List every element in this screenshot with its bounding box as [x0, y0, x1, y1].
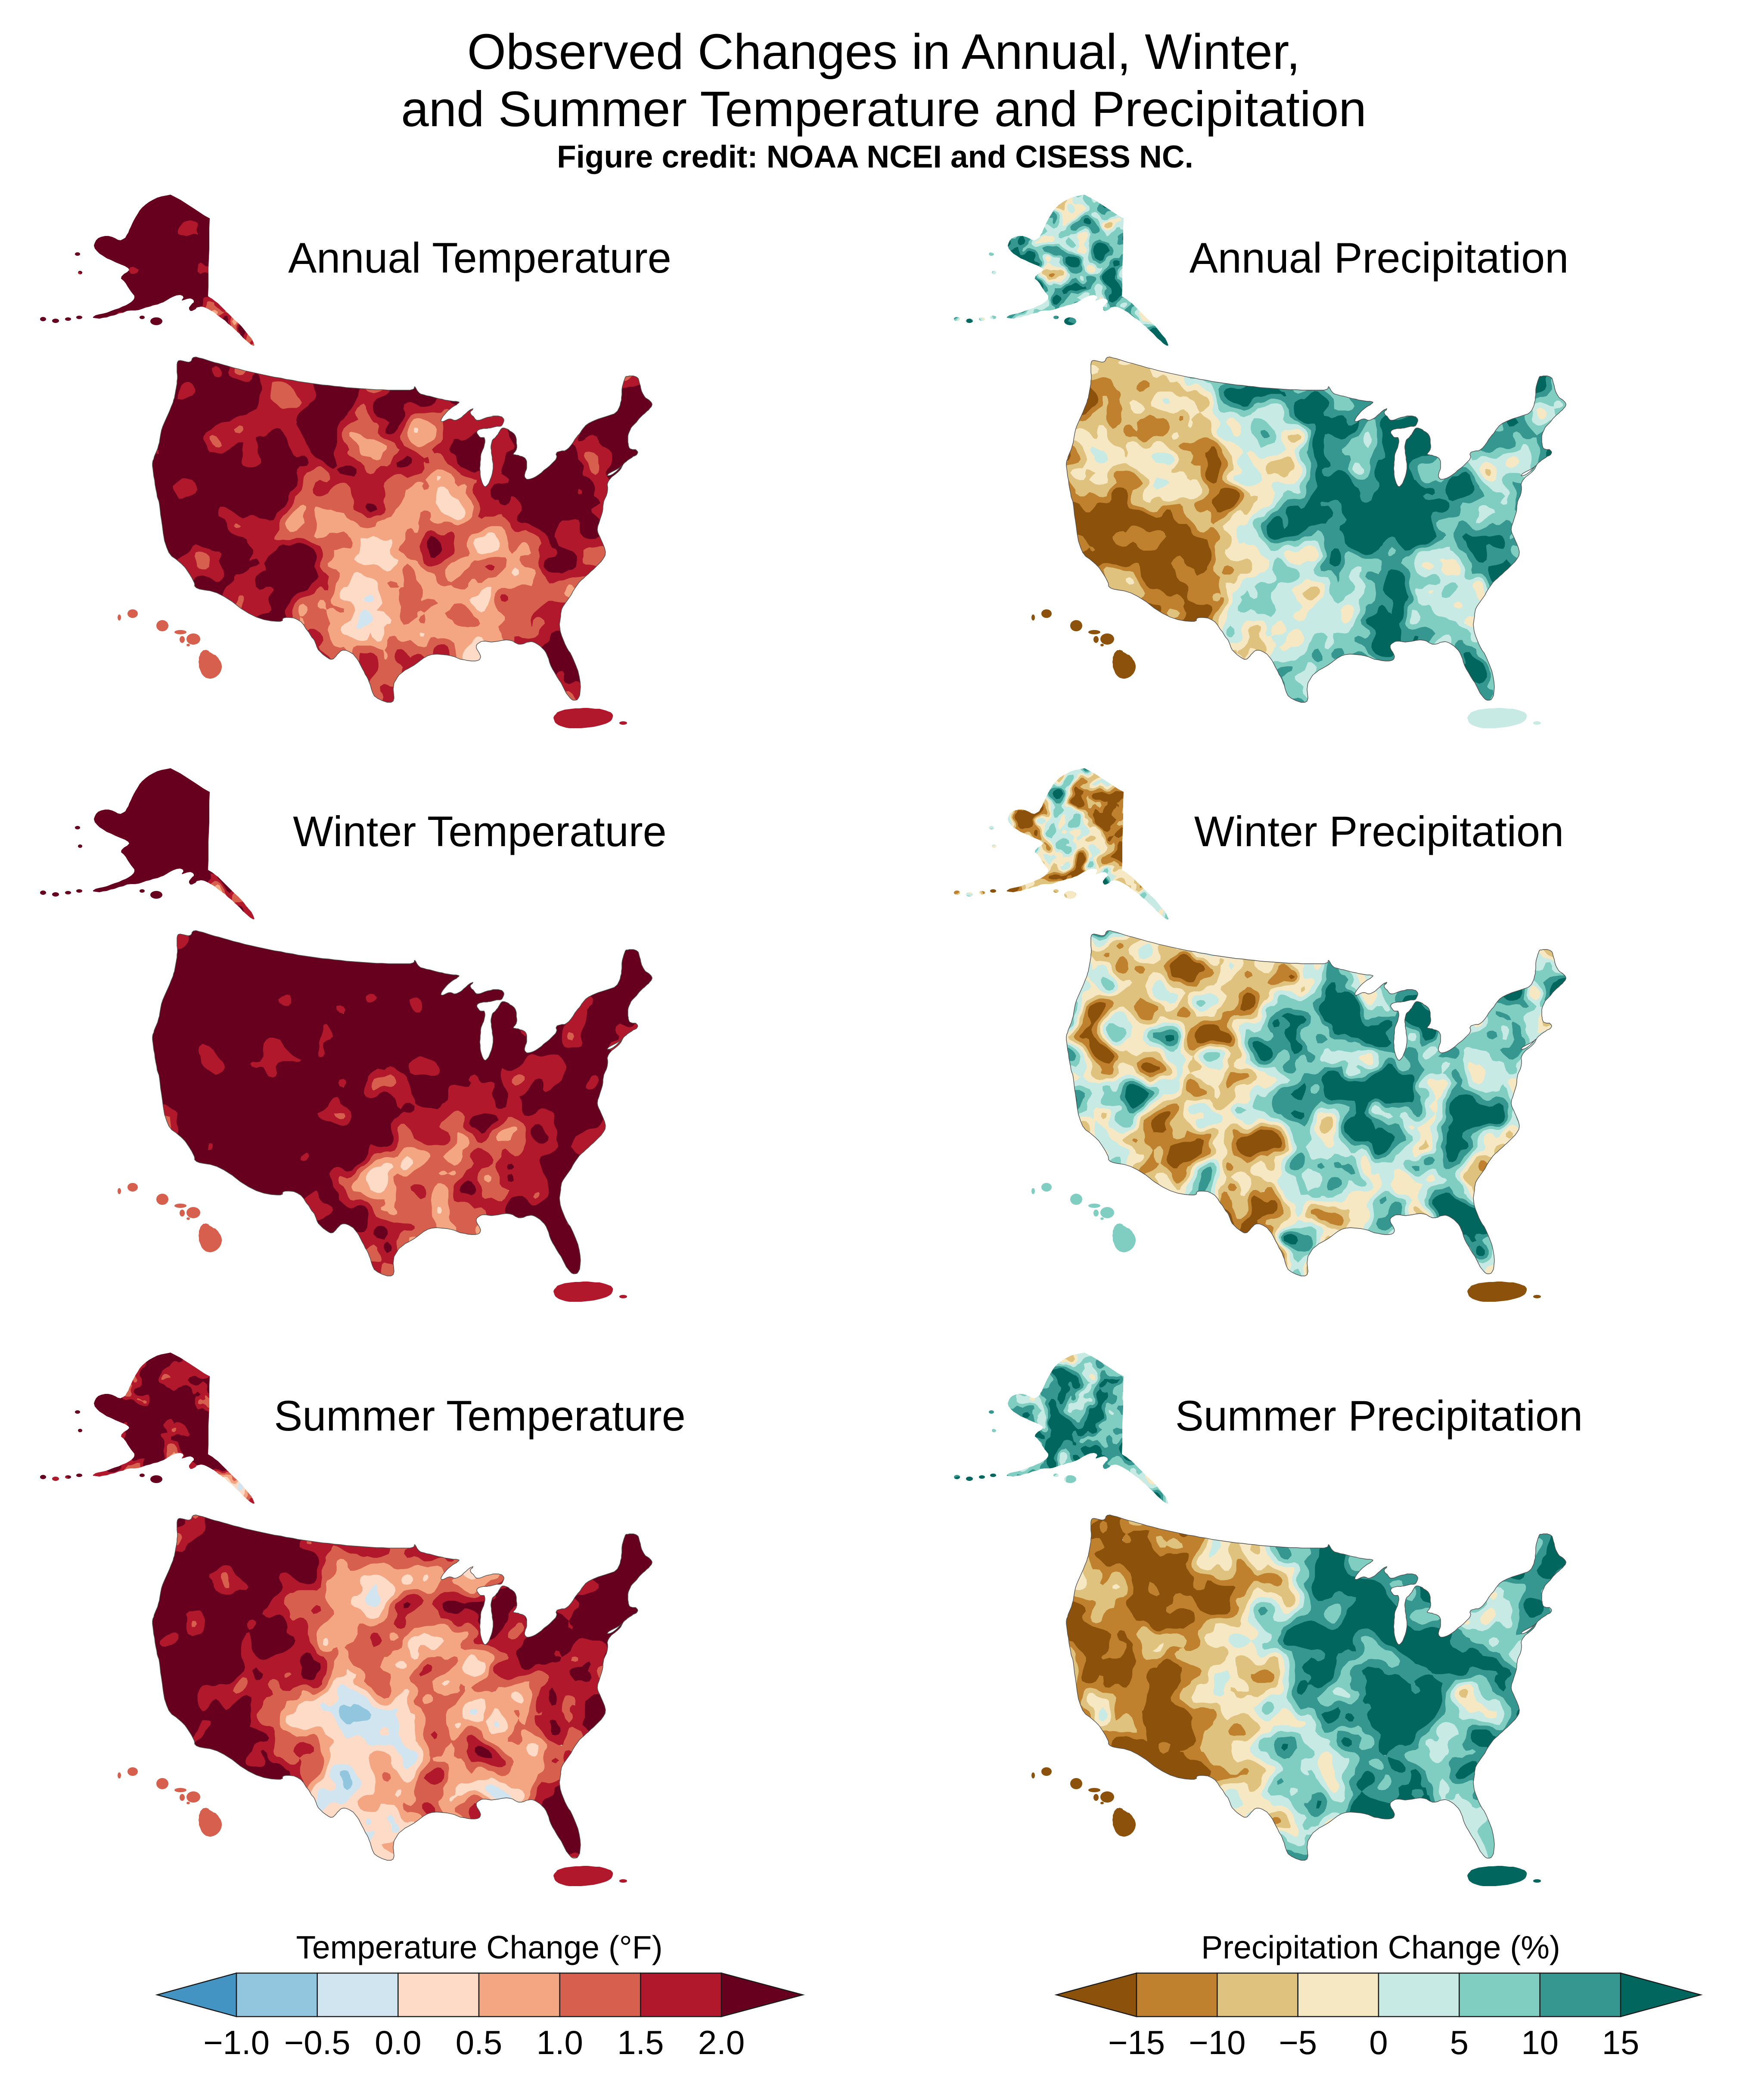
- svg-text:2.0: 2.0: [698, 2023, 745, 2061]
- svg-text:0: 0: [1369, 2023, 1388, 2061]
- svg-text:Annual Precipitation: Annual Precipitation: [1189, 234, 1569, 282]
- svg-text:1.0: 1.0: [536, 2023, 583, 2061]
- svg-text:Precipitation Change (%): Precipitation Change (%): [1201, 1929, 1560, 1965]
- svg-text:10: 10: [1521, 2023, 1559, 2061]
- svg-text:and Summer Temperature and Pre: and Summer Temperature and Precipitation: [401, 81, 1366, 137]
- svg-text:5: 5: [1450, 2023, 1469, 2061]
- svg-text:−0.5: −0.5: [284, 2023, 351, 2061]
- svg-text:Figure credit: NOAA NCEI and C: Figure credit: NOAA NCEI and CISESS NC.: [557, 140, 1193, 174]
- svg-text:−10: −10: [1189, 2023, 1245, 2061]
- svg-text:1.5: 1.5: [617, 2023, 664, 2061]
- svg-text:Summer Temperature: Summer Temperature: [274, 1392, 686, 1440]
- svg-text:0.5: 0.5: [456, 2023, 502, 2061]
- svg-text:−5: −5: [1279, 2023, 1317, 2061]
- svg-text:Temperature Change (°F): Temperature Change (°F): [296, 1929, 662, 1965]
- svg-text:15: 15: [1602, 2023, 1640, 2061]
- svg-text:Summer Precipitation: Summer Precipitation: [1175, 1392, 1583, 1440]
- svg-text:−1.0: −1.0: [203, 2023, 270, 2061]
- svg-text:Winter Temperature: Winter Temperature: [293, 807, 667, 855]
- svg-text:Observed Changes in Annual, Wi: Observed Changes in Annual, Winter,: [467, 24, 1300, 80]
- svg-text:Winter Precipitation: Winter Precipitation: [1194, 807, 1564, 855]
- svg-text:0.0: 0.0: [375, 2023, 421, 2061]
- svg-text:Annual Temperature: Annual Temperature: [288, 234, 671, 282]
- svg-text:−15: −15: [1108, 2023, 1165, 2061]
